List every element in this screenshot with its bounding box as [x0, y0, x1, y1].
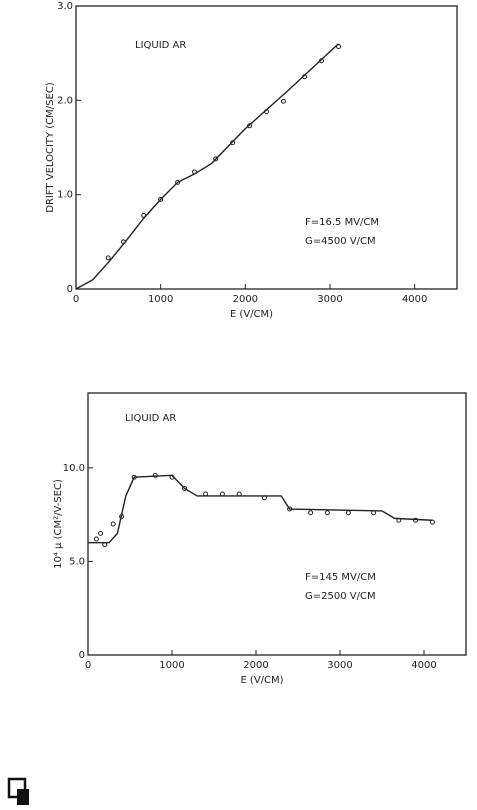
- x-tick-label: 3000: [327, 660, 352, 671]
- x-tick-label: 1000: [148, 294, 173, 305]
- annotation: G=4500 V/CM: [305, 236, 376, 247]
- x-tick-label: 4000: [402, 294, 427, 305]
- y-tick-label: 1.0: [57, 190, 73, 201]
- data-point: [110, 521, 116, 527]
- data-point: [345, 510, 351, 516]
- annotation: LIQUID AR: [125, 413, 176, 424]
- y-tick-label: 10.0: [63, 463, 85, 474]
- annotation: F=16.5 MV/CM: [305, 217, 379, 228]
- data-point: [308, 510, 314, 516]
- plot-frame: [75, 5, 458, 290]
- corner-icon: [7, 777, 29, 805]
- data-point: [105, 255, 111, 261]
- x-axis-label: E (V/CM): [240, 675, 283, 686]
- x-tick-label: 2000: [233, 294, 258, 305]
- x-tick-label: 0: [73, 294, 79, 305]
- annotation: LIQUID AR: [135, 40, 186, 51]
- x-tick-label: 3000: [317, 294, 342, 305]
- fit-curve: [75, 43, 339, 290]
- x-tick-label: 1000: [159, 660, 184, 671]
- y-tick-label: 5.0: [69, 556, 85, 567]
- x-axis-label: E (V/CM): [230, 309, 273, 320]
- y-axis-label: 10⁴ μ (CM²/V-SEC): [53, 479, 64, 569]
- x-tick-label: 4000: [411, 660, 436, 671]
- data-point: [280, 98, 286, 104]
- y-tick-label: 2.0: [57, 95, 73, 106]
- y-tick-label: 3.0: [57, 1, 73, 12]
- annotation: F=145 MV/CM: [305, 572, 376, 583]
- y-axis-label: DRIFT VELOCITY (CM/SEC): [45, 82, 56, 213]
- data-point: [324, 510, 330, 516]
- annotation: G=2500 V/CM: [305, 591, 376, 602]
- x-tick-label: 0: [85, 660, 91, 671]
- fit-curve: [88, 474, 433, 544]
- x-tick-label: 2000: [243, 660, 268, 671]
- y-tick-label: 0: [67, 284, 73, 295]
- data-point: [98, 530, 104, 536]
- plot-frame: [87, 392, 467, 656]
- data-point: [93, 536, 99, 542]
- y-tick-label: 0: [79, 650, 85, 661]
